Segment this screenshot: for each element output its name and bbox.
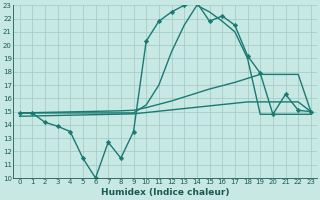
X-axis label: Humidex (Indice chaleur): Humidex (Indice chaleur) [101,188,229,197]
